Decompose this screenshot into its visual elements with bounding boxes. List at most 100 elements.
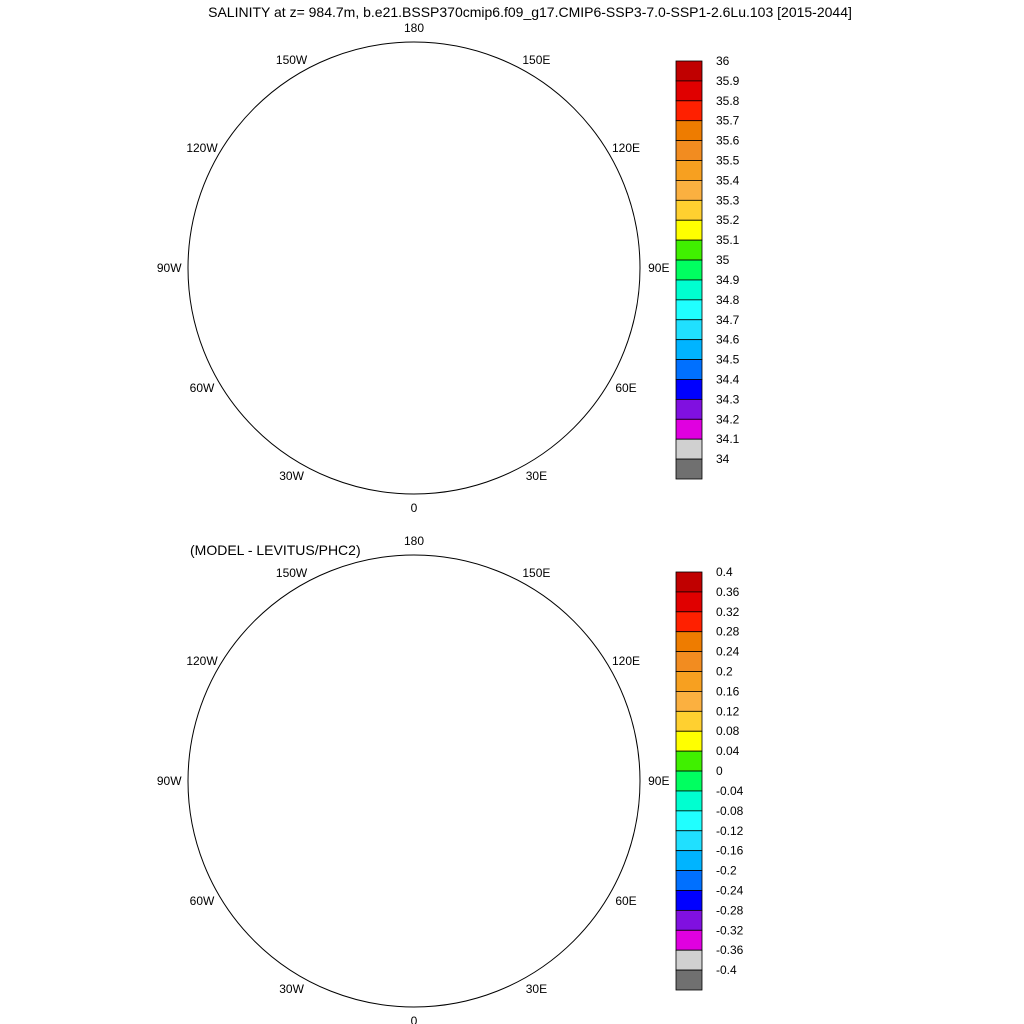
colorbar-swatch — [675, 239, 703, 261]
colorbar-level: 35.4 — [716, 173, 740, 187]
colorbar-level: 34.7 — [716, 313, 740, 327]
region-labrador — [222, 363, 251, 415]
colorbar-swatch — [675, 319, 703, 341]
meridian-10 — [218, 155, 414, 268]
colorbar-level: 36 — [716, 54, 730, 68]
lon-label: 120E — [612, 141, 640, 155]
colorbar-swatch — [675, 730, 703, 752]
lon-label: 30W — [279, 982, 304, 996]
lon-label: 180 — [404, 534, 424, 548]
colorbar-level: -0.12 — [716, 824, 744, 838]
colorbar-swatch — [675, 299, 703, 321]
coastline-5 — [455, 905, 518, 998]
colorbar-swatch — [675, 279, 703, 301]
colorbar-swatch — [675, 671, 703, 692]
meridian-8 — [218, 781, 414, 894]
lon-label: 60W — [190, 381, 215, 395]
colorbar-level: 34.5 — [716, 353, 740, 367]
coastline-3 — [251, 826, 373, 939]
lon-label: 90W — [157, 261, 182, 275]
colorbar-level: 34.9 — [716, 273, 740, 287]
latitude-circle-2 — [238, 92, 591, 445]
meridian-7 — [301, 781, 414, 977]
lon-label: 90E — [648, 774, 669, 788]
meridian-10 — [218, 668, 414, 781]
colorbar-level: 34.4 — [716, 372, 740, 386]
colorbar-level: 35.3 — [716, 193, 740, 207]
colorbar-swatch — [675, 180, 703, 201]
colorbar-swatch — [675, 949, 703, 971]
colorbar-level: -0.36 — [716, 943, 744, 957]
colorbar: 36 35.9 35.8 35.7 35.6 35.5 35.4 35.3 35.2 35.1 35… — [675, 54, 740, 480]
lon-label: 60W — [190, 894, 215, 908]
colorbar-level: 0.2 — [716, 665, 733, 679]
meridian-11 — [301, 585, 414, 781]
meridian-5 — [414, 781, 527, 977]
colorbar-swatch — [675, 219, 703, 241]
colorbar-swatch — [675, 810, 703, 832]
colorbar-level: 34.3 — [716, 392, 740, 406]
meridian-4 — [414, 268, 610, 381]
colorbar-swatch — [675, 651, 703, 672]
meridian-2 — [414, 155, 610, 268]
colorbar-swatch — [675, 870, 703, 891]
colorbar-swatch — [675, 438, 703, 460]
lon-label: 30E — [526, 982, 547, 996]
colorbar-level: 35.9 — [716, 74, 740, 88]
colorbar-swatch — [675, 359, 703, 380]
colorbar-level: 35.6 — [716, 134, 740, 148]
colorbar-swatch — [675, 790, 703, 812]
colorbar-level: 34.6 — [716, 333, 740, 347]
colorbar-level: -0.2 — [716, 864, 737, 878]
coastline-6 — [482, 358, 563, 435]
colorbar-level: -0.28 — [716, 903, 744, 917]
lon-label: 90E — [648, 261, 669, 275]
colorbar-level: 34.1 — [716, 432, 740, 446]
region-eurasian — [364, 254, 463, 471]
lon-label: 30W — [279, 469, 304, 483]
colorbar-swatch — [675, 80, 703, 102]
colorbar-swatch — [675, 458, 703, 480]
colorbar-level: 0 — [716, 764, 723, 778]
meridian-7 — [301, 268, 414, 464]
colorbar-swatch — [675, 571, 703, 593]
lon-label: 0 — [411, 501, 418, 515]
colorbar-level: 35.7 — [716, 114, 740, 128]
colorbar-level: 0.4 — [716, 565, 733, 579]
coastline-6 — [482, 871, 563, 948]
colorbar-swatch — [675, 929, 703, 951]
map-panel-1: 180 150E 120E 90E 60E 30E 0 30W 60W 90W 120W 150W 36… — [157, 21, 740, 515]
coastline-1 — [419, 573, 618, 776]
map-border — [187, 554, 641, 1008]
map-border — [187, 41, 641, 495]
region-patchA — [337, 686, 396, 785]
meridian-1 — [414, 585, 527, 781]
colorbar-level: -0.16 — [716, 844, 744, 858]
colorbar-level: 0.36 — [716, 585, 740, 599]
region-nordic — [360, 835, 455, 984]
coastline-2 — [206, 727, 346, 849]
colorbar-level: 0.04 — [716, 744, 740, 758]
colorbar-level: 34.2 — [716, 412, 740, 426]
coastline-1 — [419, 60, 618, 263]
coastline-4 — [441, 291, 617, 327]
colorbar-swatch — [675, 631, 703, 653]
colorbar-level: 35 — [716, 253, 730, 267]
colorbar-swatch — [675, 611, 703, 633]
meridian-4 — [414, 781, 610, 894]
region-central — [317, 663, 477, 812]
colorbar-swatch — [675, 850, 703, 871]
meridian-8 — [218, 268, 414, 381]
region-patchB — [400, 749, 454, 821]
lon-label: 60E — [615, 894, 636, 908]
colorbar-swatch — [675, 398, 703, 420]
colorbar-level: 0.28 — [716, 625, 740, 639]
colorbar-level: 0.32 — [716, 605, 740, 619]
colorbar-swatch — [675, 199, 703, 221]
lon-label: 150W — [276, 566, 308, 580]
coastline-0 — [197, 569, 414, 725]
lon-label: 120W — [186, 141, 218, 155]
colorbar-swatch — [675, 830, 703, 852]
colorbar-swatch — [675, 418, 703, 440]
coastline-3 — [251, 313, 373, 426]
